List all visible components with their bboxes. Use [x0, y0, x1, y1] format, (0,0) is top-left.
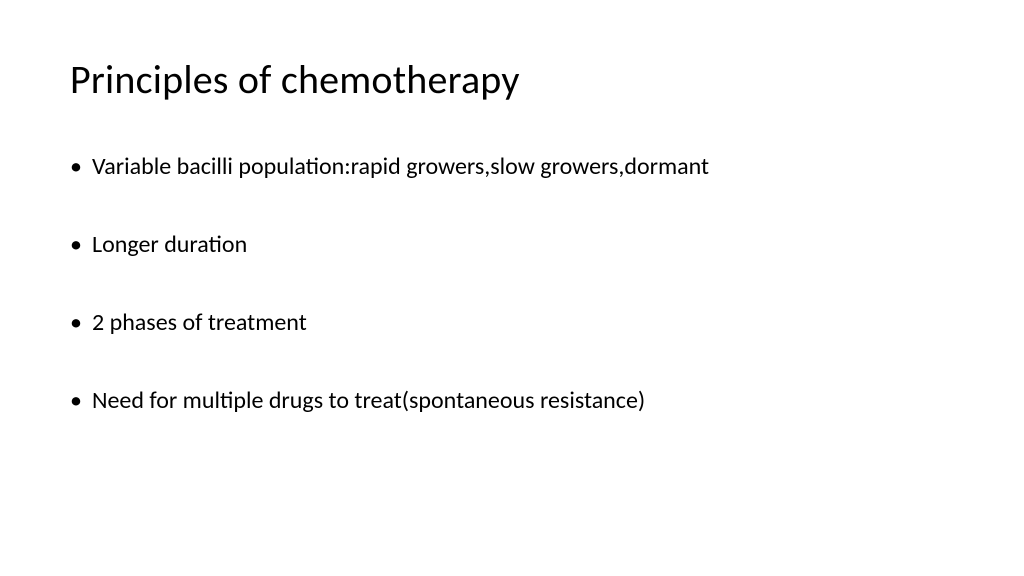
list-item: Variable bacilli population:rapid grower… — [70, 152, 954, 182]
list-item: Longer duration — [70, 230, 954, 260]
slide: Principles of chemotherapy Variable baci… — [0, 0, 1024, 576]
bullet-list: Variable bacilli population:rapid grower… — [70, 152, 954, 416]
slide-title: Principles of chemotherapy — [70, 55, 954, 104]
list-item: 2 phases of treatment — [70, 308, 954, 338]
list-item: Need for multiple drugs to treat(spontan… — [70, 386, 954, 416]
